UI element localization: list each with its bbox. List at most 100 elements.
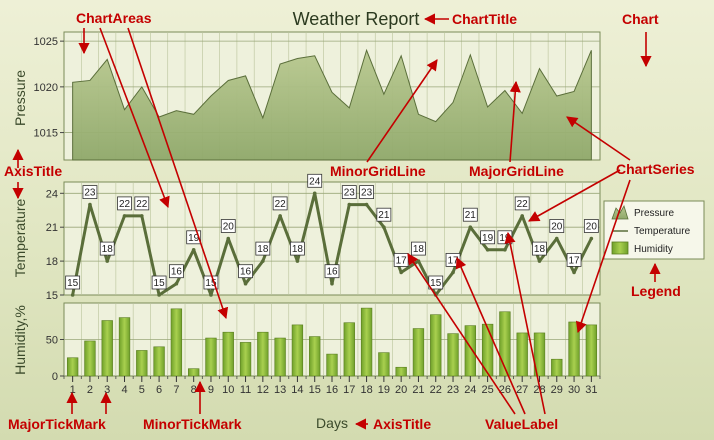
temperature-point (209, 293, 213, 297)
temperature-point (312, 191, 317, 196)
y-tick-label: 0 (52, 371, 58, 383)
value-label: 15 (154, 278, 166, 289)
value-label-box (376, 207, 392, 222)
annotations: ChartAreas ChartTitle Chart MinorGridLin… (4, 10, 695, 432)
humidity-bar (464, 325, 476, 377)
humidity-bar (585, 324, 598, 377)
temperature-point (70, 293, 75, 297)
arrow-chart-areas-2 (99, 27, 170, 209)
x-tick-label: 30 (568, 384, 580, 396)
annotation-axis-title-bottom: AxisTitle (373, 416, 431, 432)
value-label-box (411, 241, 426, 256)
value-label: 22 (119, 199, 131, 210)
annotation-chart-areas: ChartAreas (76, 10, 152, 26)
annotation-major-grid-line: MajorGridLine (469, 163, 564, 179)
value-label-box (65, 275, 81, 290)
temperature-point (88, 202, 92, 207)
temperature-point (347, 202, 352, 207)
temperature-point (261, 259, 265, 263)
legend-swatch-pressure (611, 204, 629, 220)
value-label: 15 (430, 278, 442, 289)
temperature-point (520, 214, 524, 218)
legend-label-pressure: Pressure (634, 208, 674, 219)
temperature-point (554, 236, 559, 241)
x-tick-label: 5 (139, 384, 145, 396)
arrow-chart-series-2 (528, 169, 621, 222)
humidity-bar (222, 331, 234, 377)
x-tick-label: 25 (481, 384, 493, 396)
humidity-bar (239, 342, 252, 377)
y-tick-label: 24 (46, 188, 58, 200)
temperature-point (451, 270, 455, 275)
temperature-point (382, 225, 386, 229)
x-tick-label: 7 (173, 384, 179, 396)
value-label-box (341, 185, 357, 200)
temperature-point (122, 214, 127, 218)
value-label: 15 (67, 278, 79, 289)
annotation-chart-series: ChartSeries (616, 161, 695, 177)
value-label: 19 (188, 233, 200, 244)
arrow-value-label-3 (504, 231, 546, 415)
value-label: 20 (551, 222, 563, 233)
x-tick-label: 2 (87, 384, 93, 396)
humidity-bar (326, 353, 338, 377)
temperature-point (416, 259, 421, 263)
x-tick-label: 31 (585, 384, 597, 396)
humidity-bar (118, 317, 131, 377)
x-tick-label: 14 (291, 384, 303, 396)
humidity-bar (291, 324, 304, 377)
annotation-legend: Legend (631, 283, 681, 299)
humidity-bar (170, 308, 183, 377)
value-label-box (480, 230, 496, 245)
value-label: 21 (465, 210, 477, 221)
value-label: 15 (205, 278, 217, 289)
humidity-bar (430, 314, 442, 377)
humidity-bar (101, 320, 113, 377)
value-label-box (324, 264, 340, 279)
x-tick-label: 6 (156, 384, 162, 396)
x-tick-label: 23 (447, 384, 459, 396)
value-label: 16 (240, 267, 252, 278)
annotation-axis-title-left: AxisTitle (4, 163, 62, 179)
humidity-bar (84, 340, 96, 377)
value-label: 17 (569, 255, 581, 266)
legend-label-temperature: Temperature (634, 226, 691, 237)
temperature-point (295, 259, 300, 263)
humidity-bar (516, 332, 528, 377)
temperature-point (105, 259, 110, 263)
arrow-value-label-1 (407, 253, 516, 415)
humidity-bar (66, 357, 79, 377)
x-tick-label: 17 (343, 384, 355, 396)
temperature-point (485, 248, 490, 252)
humidity-bar (378, 352, 390, 377)
value-label: 20 (586, 222, 598, 233)
value-label: 18 (534, 244, 546, 255)
annotation-value-label: ValueLabel (485, 416, 558, 432)
y-tick-label: 50 (46, 335, 58, 347)
x-tick-label: 10 (222, 384, 234, 396)
value-label: 18 (292, 244, 304, 255)
y-axis-title-pressure: Pressure (12, 70, 28, 126)
value-label-box (117, 196, 132, 211)
value-label-box (549, 219, 565, 233)
x-tick-label: 19 (378, 384, 390, 396)
value-label-box (566, 252, 582, 267)
temperature-point (226, 236, 231, 241)
humidity-bar (551, 358, 563, 377)
humidity-bar (257, 331, 269, 377)
value-label: 16 (326, 267, 338, 278)
x-tick-label: 18 (360, 384, 372, 396)
annotation-minor-grid-line: MinorGridLine (330, 163, 426, 179)
value-label-box (272, 196, 288, 211)
humidity-bar (153, 346, 165, 377)
chart-title: Weather Report (293, 9, 420, 29)
value-label-box (238, 264, 253, 279)
annotation-chart: Chart (622, 11, 659, 27)
temperature-point (503, 248, 507, 252)
value-label-box (359, 185, 374, 200)
y-axis-title-temperature: Temperature (12, 198, 28, 277)
value-label-box (82, 185, 98, 200)
temperature-point (572, 270, 576, 275)
